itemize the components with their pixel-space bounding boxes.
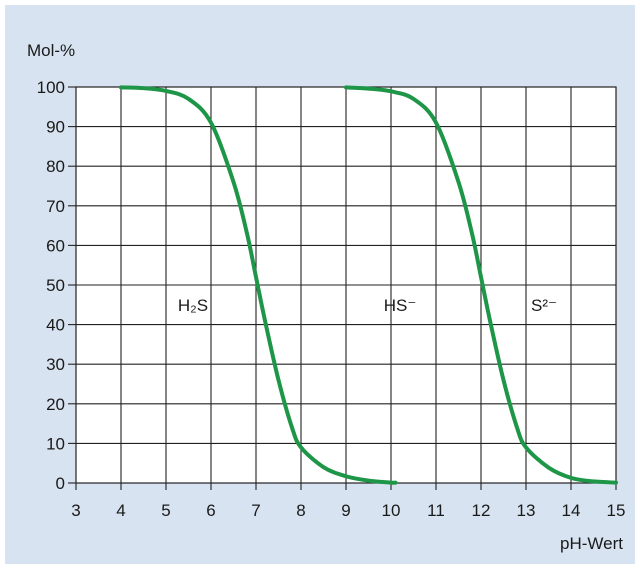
y-axis-title: Mol-% [27,41,75,60]
x-tick-label: 8 [296,501,305,520]
y-tick-label: 10 [46,434,65,453]
series-line [119,85,398,485]
y-tick-label: 80 [46,157,65,176]
y-tick-label: 20 [46,395,65,414]
y-tick-label: 70 [46,197,65,216]
y-tick-label: 90 [46,118,65,137]
region-label: H₂S [178,296,208,315]
x-axis-title: pH-Wert [560,534,623,553]
x-tick-label: 10 [382,501,401,520]
x-tick-label: 3 [71,501,80,520]
x-tick-label: 15 [607,501,626,520]
x-tick-label: 12 [472,501,491,520]
x-tick-label: 7 [251,501,260,520]
annotations: H₂S HS⁻ S²⁻ [178,296,557,315]
series-group [119,85,618,485]
x-tick-label: 13 [517,501,536,520]
y-tick-label: 100 [37,78,65,97]
series-line [344,85,618,485]
region-label: HS⁻ [384,296,417,315]
y-tick-label: 30 [46,355,65,374]
x-tick-label: 6 [206,501,215,520]
x-tick-label: 4 [116,501,125,520]
region-label: S²⁻ [531,296,557,315]
grid [76,87,616,483]
axes: 3 4 5 6 7 8 9 10 11 12 13 14 15 0 10 20 30 40 50 60 70 80 90 10… [37,78,626,520]
x-tick-label: 14 [562,501,581,520]
y-tick-label: 0 [56,474,65,493]
x-tick-label: 9 [341,501,350,520]
y-tick-label: 50 [46,276,65,295]
y-tick-label: 60 [46,236,65,255]
x-tick-label: 5 [161,501,170,520]
y-tick-label: 40 [46,316,65,335]
x-tick-label: 11 [427,501,445,520]
